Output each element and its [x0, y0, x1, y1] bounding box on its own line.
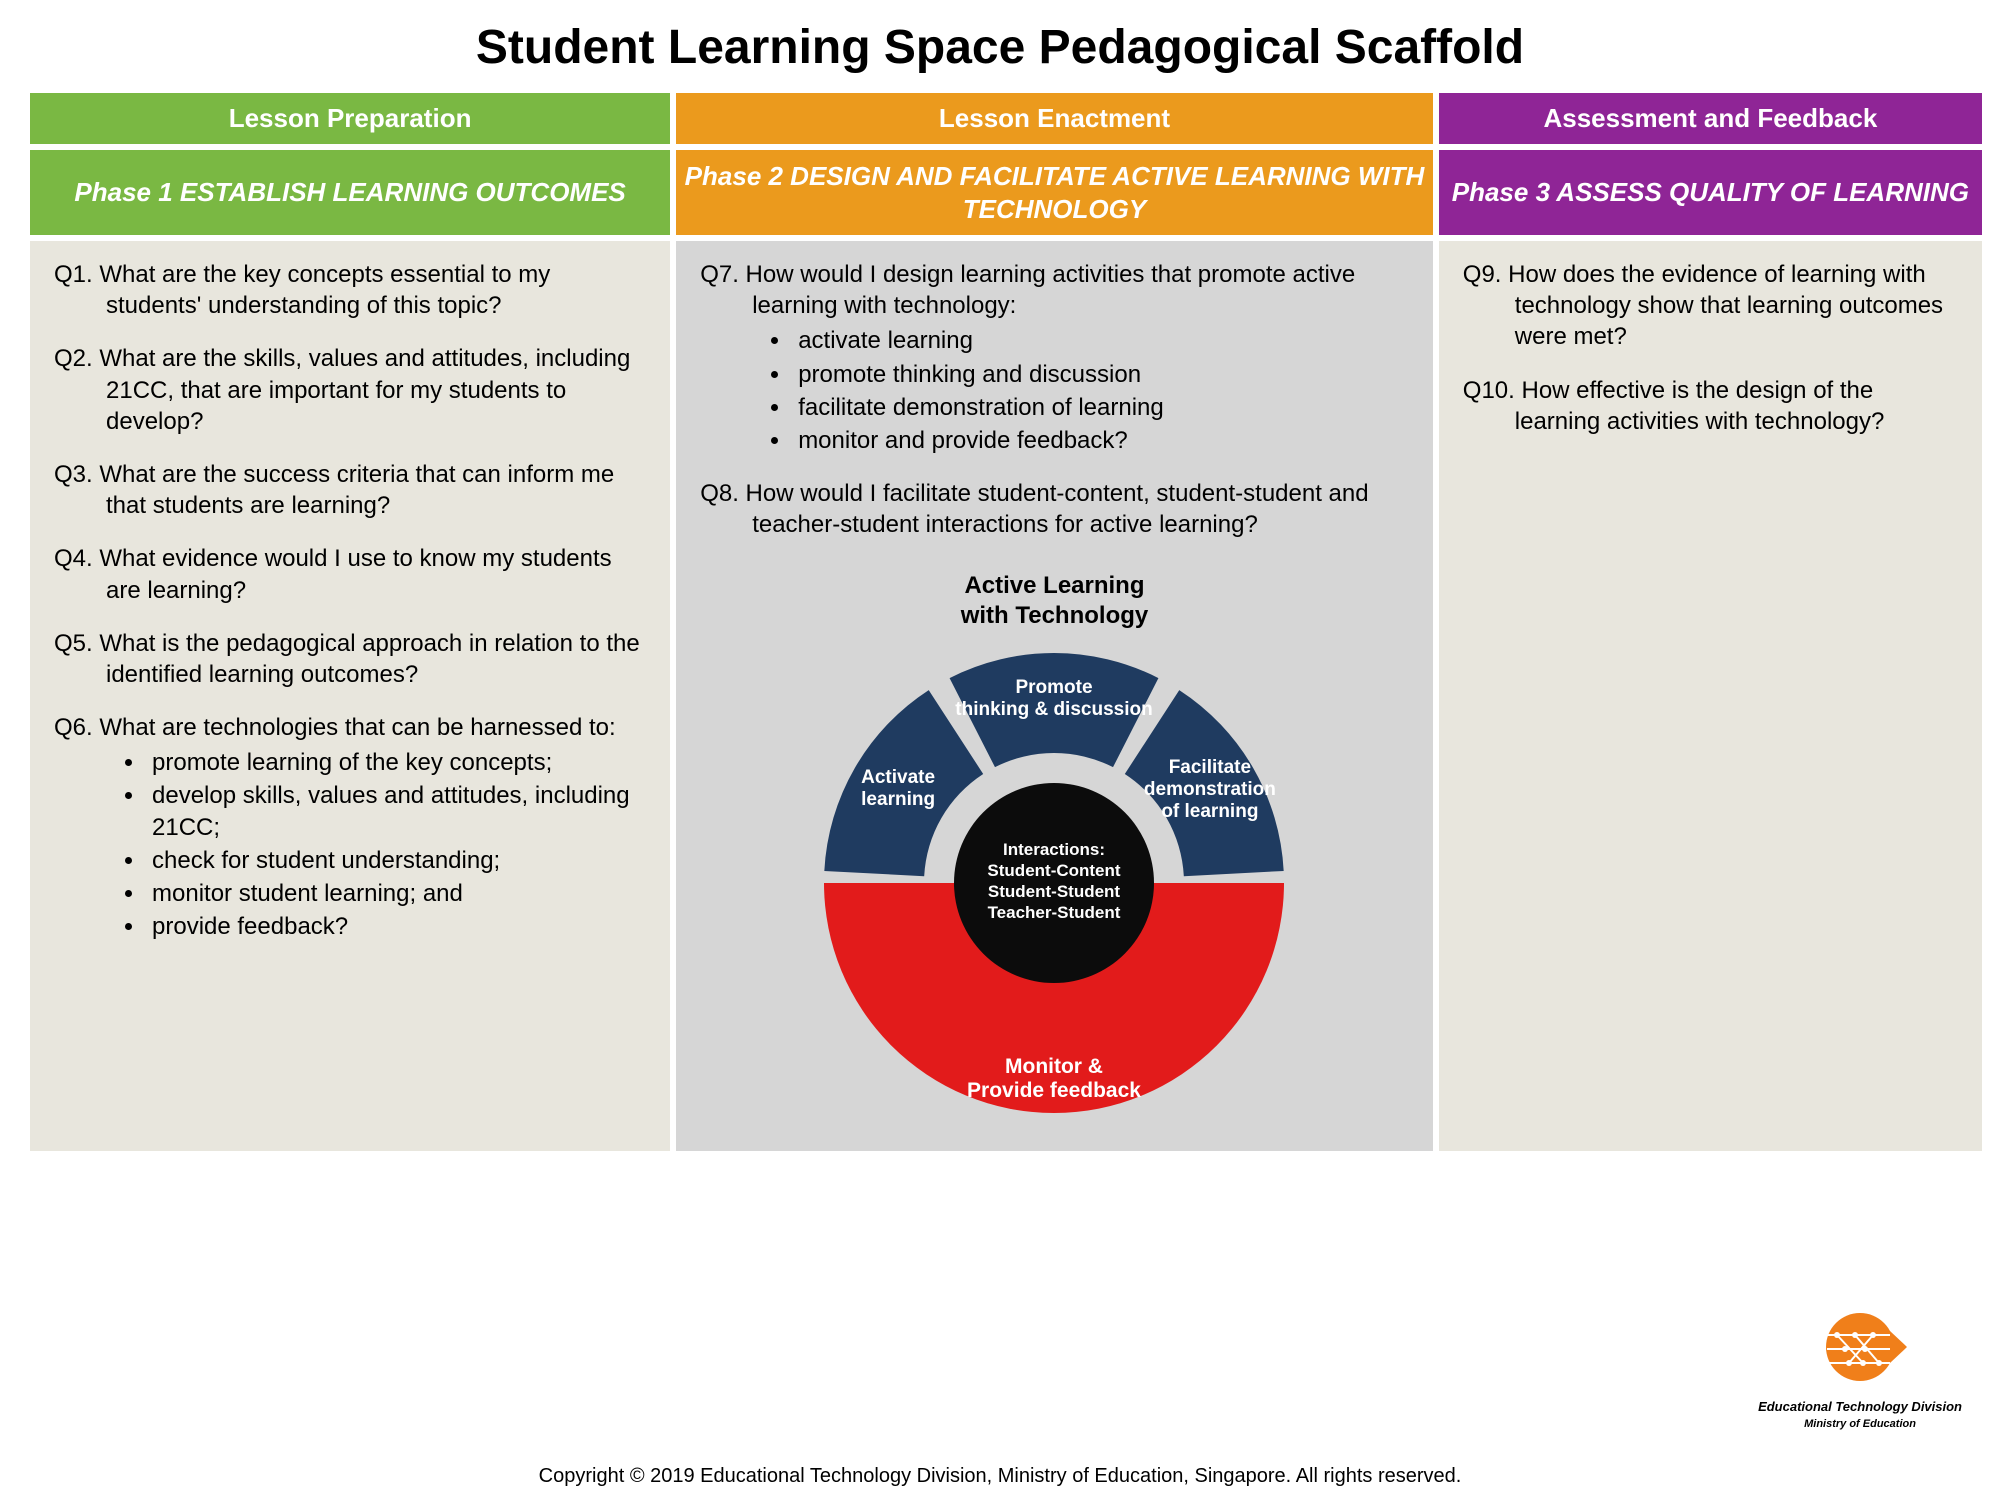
page-title: Student Learning Space Pedagogical Scaff… — [30, 20, 1970, 75]
question-item: Q4. What evidence would I use to know my… — [54, 543, 646, 605]
col-header-1: Lesson Preparation — [30, 93, 670, 144]
logo-text-1: Educational Technology Division — [1758, 1400, 1962, 1414]
question-item: Q6. What are technologies that can be ha… — [54, 712, 646, 942]
bullet-item: monitor and provide feedback? — [792, 425, 1409, 456]
scaffold-grid: Lesson PreparationLesson EnactmentAssess… — [30, 93, 1970, 1151]
bullet-item: provide feedback? — [146, 911, 646, 942]
question-item: Q2. What are the skills, values and atti… — [54, 343, 646, 437]
bullet-item: develop skills, values and attitudes, in… — [146, 780, 646, 842]
question-item: Q8. How would I facilitate student-conte… — [700, 478, 1409, 540]
col-body-3: Q9. How does the evidence of learning wi… — [1439, 241, 1982, 1151]
question-item: Q3. What are the success criteria that c… — [54, 459, 646, 521]
bullet-item: activate learning — [792, 325, 1409, 356]
bullet-item: monitor student learning; and — [146, 878, 646, 909]
col-body-2: Q7. How would I design learning activiti… — [676, 241, 1433, 1151]
bullet-item: check for student understanding; — [146, 845, 646, 876]
col-subheader-3: Phase 3 ASSESS QUALITY OF LEARNING — [1439, 150, 1982, 235]
org-logo: Educational Technology Division Ministry… — [1758, 1311, 1962, 1430]
copyright-text: Copyright © 2019 Educational Technology … — [0, 1465, 2000, 1488]
bullet-item: promote thinking and discussion — [792, 359, 1409, 390]
col-subheader-1: Phase 1 ESTABLISH LEARNING OUTCOMES — [30, 150, 670, 235]
question-item: Q9. How does the evidence of learning wi… — [1463, 259, 1958, 353]
col-header-3: Assessment and Feedback — [1439, 93, 1982, 144]
col-subheader-2: Phase 2 DESIGN AND FACILITATE ACTIVE LEA… — [676, 150, 1433, 235]
logo-icon — [1805, 1311, 1915, 1391]
question-item: Q1. What are the key concepts essential … — [54, 259, 646, 321]
question-item: Q7. How would I design learning activiti… — [700, 259, 1409, 456]
logo-text-2: Ministry of Education — [1758, 1418, 1962, 1430]
bullet-item: promote learning of the key concepts; — [146, 747, 646, 778]
col-body-1: Q1. What are the key concepts essential … — [30, 241, 670, 1151]
bullet-item: facilitate demonstration of learning — [792, 392, 1409, 423]
active-learning-diagram: Active Learningwith TechnologyActivatele… — [700, 571, 1409, 1131]
svg-text:Activatelearning: Activatelearning — [862, 767, 936, 810]
col-header-2: Lesson Enactment — [676, 93, 1433, 144]
question-item: Q10. How effective is the design of the … — [1463, 375, 1958, 437]
question-item: Q5. What is the pedagogical approach in … — [54, 628, 646, 690]
